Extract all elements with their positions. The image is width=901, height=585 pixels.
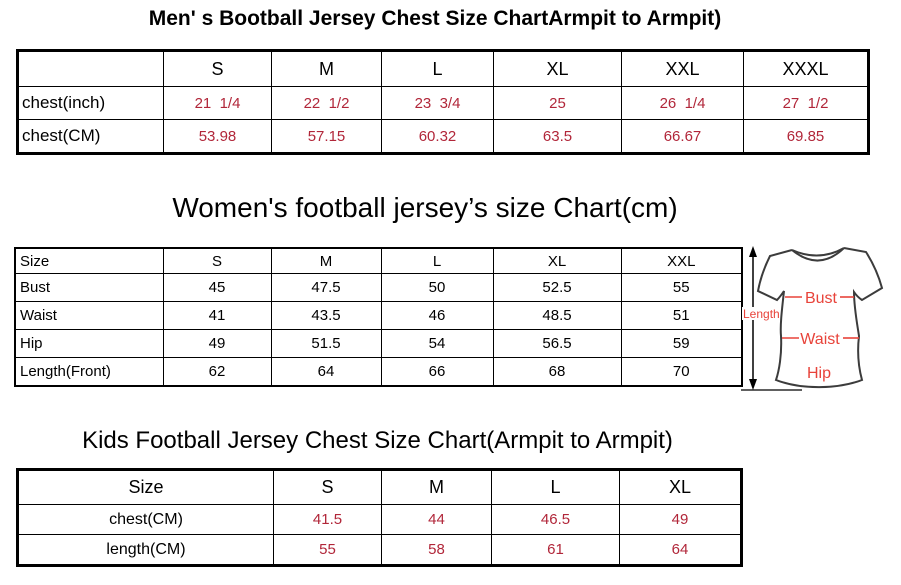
womens-bust-value: 47.5 — [270, 273, 382, 302]
womens-header-s: S — [162, 247, 272, 274]
womens-row-label: Length(Front) — [14, 357, 164, 387]
womens-waist-value: 41 — [162, 301, 272, 330]
womens-bust-value: 45 — [162, 273, 272, 302]
womens-length-value: 70 — [620, 357, 743, 387]
womens-bust-value: 55 — [620, 273, 743, 302]
kids-chest-value: 41.5 — [273, 504, 382, 535]
womens-size-table: Size S M L XL XXL Bust 45 47.5 50 52.5 5… — [14, 247, 743, 387]
mens-chest-inch-value: 23 3/4 — [381, 86, 494, 120]
mens-chest-cm-value: 63.5 — [493, 119, 622, 154]
kids-row-label: chest(CM) — [17, 504, 274, 535]
womens-length-value: 62 — [162, 357, 272, 387]
womens-row-label: Waist — [14, 301, 164, 330]
kids-header-xl: XL — [619, 469, 742, 505]
waist-label: Waist — [800, 331, 840, 348]
mens-header-empty — [17, 50, 164, 87]
kids-chest-value: 49 — [619, 504, 742, 535]
womens-waist-value: 48.5 — [492, 301, 622, 330]
kids-header-m: M — [381, 469, 492, 505]
womens-hip-value: 51.5 — [270, 329, 382, 358]
kids-header-size: Size — [17, 469, 274, 505]
womens-hip-value: 59 — [620, 329, 743, 358]
womens-waist-row: Waist 41 43.5 46 48.5 51 — [14, 301, 743, 330]
kids-chest-value: 44 — [381, 504, 492, 535]
mens-chest-cm-value: 69.85 — [743, 119, 869, 154]
mens-header-xxl: XXL — [621, 50, 744, 87]
kids-row-label: length(CM) — [17, 534, 274, 566]
kids-length-value: 64 — [619, 534, 742, 566]
kids-header-s: S — [273, 469, 382, 505]
mens-chest-cm-value: 53.98 — [163, 119, 272, 154]
womens-length-value: 66 — [380, 357, 494, 387]
kids-header-row: Size S M L XL — [17, 469, 742, 505]
mens-chest-cm-value: 66.67 — [621, 119, 744, 154]
womens-length-value: 64 — [270, 357, 382, 387]
mens-chart-title: Men' s Bootball Jersey Chest Size ChartA… — [148, 7, 722, 30]
womens-header-l: L — [380, 247, 494, 274]
womens-hip-row: Hip 49 51.5 54 56.5 59 — [14, 329, 743, 358]
womens-hip-value: 54 — [380, 329, 494, 358]
womens-bust-value: 52.5 — [492, 273, 622, 302]
mens-row-label: chest(inch) — [17, 86, 164, 120]
womens-bust-row: Bust 45 47.5 50 52.5 55 — [14, 273, 743, 302]
mens-chest-inch-value: 26 1/4 — [621, 86, 744, 120]
mens-chest-inch-value: 21 1/4 — [163, 86, 272, 120]
kids-length-row: length(CM) 55 58 61 64 — [17, 534, 742, 566]
mens-size-table: S M L XL XXL XXXL chest(inch) 21 1/4 22 … — [16, 49, 870, 155]
mens-header-xl: XL — [493, 50, 622, 87]
kids-chest-value: 46.5 — [491, 504, 620, 535]
hip-label: Hip — [807, 365, 831, 382]
womens-waist-value: 46 — [380, 301, 494, 330]
womens-header-xl: XL — [492, 247, 622, 274]
mens-header-m: M — [271, 50, 382, 87]
mens-chest-cm-row: chest(CM) 53.98 57.15 60.32 63.5 66.67 6… — [17, 119, 869, 154]
length-label-bg — [742, 307, 779, 320]
tshirt-measurement-diagram: Bust Waist Hip Length — [741, 246, 884, 391]
tshirt-outline — [756, 247, 884, 389]
length-label: Length — [743, 307, 780, 321]
kids-length-value: 58 — [381, 534, 492, 566]
mens-header-s: S — [163, 50, 272, 87]
kids-chart-title: Kids Football Jersey Chest Size Chart(Ar… — [82, 427, 673, 454]
womens-waist-value: 51 — [620, 301, 743, 330]
womens-hip-value: 56.5 — [492, 329, 622, 358]
kids-size-table: Size S M L XL chest(CM) 41.5 44 46.5 49 … — [16, 468, 743, 567]
mens-chest-inch-value: 27 1/2 — [743, 86, 869, 120]
kids-length-value: 61 — [491, 534, 620, 566]
bust-label: Bust — [805, 290, 838, 307]
womens-header-row: Size S M L XL XXL — [14, 247, 743, 274]
mens-chest-cm-value: 60.32 — [381, 119, 494, 154]
mens-header-xxxl: XXXL — [743, 50, 869, 87]
mens-row-label: chest(CM) — [17, 119, 164, 154]
womens-header-size: Size — [14, 247, 164, 274]
mens-header-row: S M L XL XXL XXXL — [17, 50, 869, 87]
kids-header-l: L — [491, 469, 620, 505]
womens-hip-value: 49 — [162, 329, 272, 358]
mens-chest-inch-row: chest(inch) 21 1/4 22 1/2 23 3/4 25 26 1… — [17, 86, 869, 120]
womens-length-row: Length(Front) 62 64 66 68 70 — [14, 357, 743, 387]
womens-row-label: Bust — [14, 273, 164, 302]
mens-chest-inch-value: 25 — [493, 86, 622, 120]
womens-length-value: 68 — [492, 357, 622, 387]
mens-header-l: L — [381, 50, 494, 87]
womens-header-xxl: XXL — [620, 247, 743, 274]
womens-header-m: M — [270, 247, 382, 274]
womens-waist-value: 43.5 — [270, 301, 382, 330]
womens-row-label: Hip — [14, 329, 164, 358]
womens-bust-value: 50 — [380, 273, 494, 302]
womens-chart-title: Women's football jersey’s size Chart(cm) — [172, 192, 678, 223]
mens-chest-inch-value: 22 1/2 — [271, 86, 382, 120]
mens-chest-cm-value: 57.15 — [271, 119, 382, 154]
kids-length-value: 55 — [273, 534, 382, 566]
kids-chest-row: chest(CM) 41.5 44 46.5 49 — [17, 504, 742, 535]
